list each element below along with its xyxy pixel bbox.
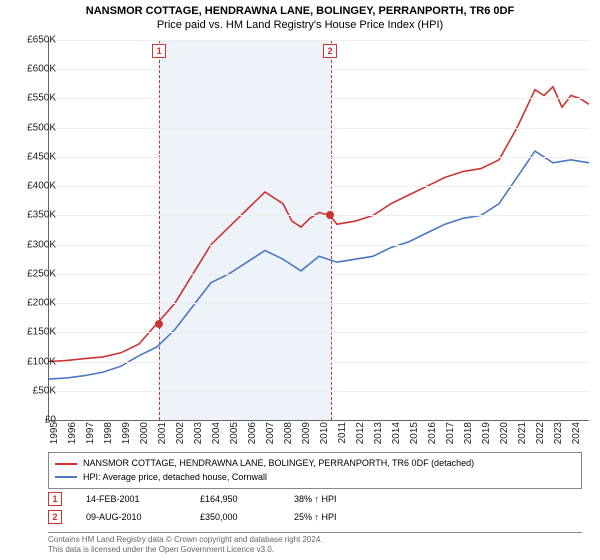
x-tick-label: 2003	[193, 422, 204, 444]
y-tick-label: £300K	[6, 239, 56, 250]
gridline	[49, 98, 589, 99]
x-tick-label: 2019	[481, 422, 492, 444]
x-tick-label: 2024	[571, 422, 582, 444]
gridline	[49, 128, 589, 129]
x-tick-label: 2012	[355, 422, 366, 444]
x-tick-label: 1996	[67, 422, 78, 444]
sale-marker-1: 1	[152, 44, 166, 58]
event-marker: 1	[48, 492, 62, 506]
x-tick-label: 1998	[103, 422, 114, 444]
sale-events: 1 14-FEB-2001 £164,950 38% ↑ HPI 2 09-AUG-201…	[48, 490, 582, 526]
x-tick-label: 2023	[553, 422, 564, 444]
gridline	[49, 362, 589, 363]
line-chart-svg	[49, 40, 589, 420]
x-tick-label: 2020	[499, 422, 510, 444]
x-tick-label: 2006	[247, 422, 258, 444]
x-tick-label: 2008	[283, 422, 294, 444]
x-tick-label: 2004	[211, 422, 222, 444]
y-tick-label: £550K	[6, 93, 56, 104]
y-tick-label: £400K	[6, 181, 56, 192]
footer-attribution: Contains HM Land Registry data © Crown c…	[48, 532, 582, 556]
x-tick-label: 2013	[373, 422, 384, 444]
x-tick-label: 2010	[319, 422, 330, 444]
event-price: £350,000	[200, 512, 270, 522]
legend-item: HPI: Average price, detached house, Corn…	[55, 471, 575, 485]
gridline	[49, 69, 589, 70]
x-tick-label: 2021	[517, 422, 528, 444]
sale-event-row: 1 14-FEB-2001 £164,950 38% ↑ HPI	[48, 490, 582, 508]
x-tick-label: 2009	[301, 422, 312, 444]
x-tick-label: 2005	[229, 422, 240, 444]
footer-line-2: This data is licensed under the Open Gov…	[48, 545, 582, 555]
legend-item: NANSMOR COTTAGE, HENDRAWNA LANE, BOLINGE…	[55, 457, 575, 471]
legend-swatch	[55, 476, 77, 478]
y-tick-label: £250K	[6, 268, 56, 279]
x-tick-label: 2015	[409, 422, 420, 444]
event-date: 09-AUG-2010	[86, 512, 176, 522]
gridline	[49, 157, 589, 158]
y-tick-label: £150K	[6, 327, 56, 338]
gridline	[49, 245, 589, 246]
y-tick-label: £600K	[6, 64, 56, 75]
y-tick-label: £650K	[6, 35, 56, 46]
event-hpi-delta: 25% ↑ HPI	[294, 512, 337, 522]
event-date: 14-FEB-2001	[86, 494, 176, 504]
gridline	[49, 391, 589, 392]
y-tick-label: £450K	[6, 151, 56, 162]
x-tick-label: 2016	[427, 422, 438, 444]
chart-title-1: NANSMOR COTTAGE, HENDRAWNA LANE, BOLINGE…	[0, 4, 600, 18]
event-hpi-delta: 38% ↑ HPI	[294, 494, 337, 504]
legend-label: NANSMOR COTTAGE, HENDRAWNA LANE, BOLINGE…	[83, 457, 474, 471]
x-tick-label: 2007	[265, 422, 276, 444]
footer-line-1: Contains HM Land Registry data © Crown c…	[48, 535, 582, 545]
y-tick-label: £350K	[6, 210, 56, 221]
x-tick-label: 2002	[175, 422, 186, 444]
y-tick-label: £50K	[6, 385, 56, 396]
x-tick-label: 2001	[157, 422, 168, 444]
x-tick-label: 2017	[445, 422, 456, 444]
legend: NANSMOR COTTAGE, HENDRAWNA LANE, BOLINGE…	[48, 452, 582, 489]
event-price: £164,950	[200, 494, 270, 504]
y-tick-label: £0	[6, 415, 56, 426]
x-tick-label: 2000	[139, 422, 150, 444]
legend-label: HPI: Average price, detached house, Corn…	[83, 471, 267, 485]
event-marker: 2	[48, 510, 62, 524]
y-tick-label: £200K	[6, 298, 56, 309]
legend-swatch	[55, 463, 77, 465]
chart-title-2: Price paid vs. HM Land Registry's House …	[0, 18, 600, 32]
gridline	[49, 40, 589, 41]
gridline	[49, 215, 589, 216]
sale-point-1	[155, 320, 163, 328]
x-tick-label: 2022	[535, 422, 546, 444]
x-tick-label: 1997	[85, 422, 96, 444]
x-tick-label: 2011	[337, 422, 348, 444]
gridline	[49, 332, 589, 333]
y-tick-label: £100K	[6, 356, 56, 367]
chart-plot-area: 1995199619971998199920002001200220032004…	[48, 40, 589, 421]
sale-marker-2: 2	[323, 44, 337, 58]
gridline	[49, 274, 589, 275]
y-tick-label: £500K	[6, 122, 56, 133]
x-tick-label: 1999	[121, 422, 132, 444]
x-tick-label: 2014	[391, 422, 402, 444]
x-tick-label: 2018	[463, 422, 474, 444]
gridline	[49, 303, 589, 304]
sale-point-2	[326, 211, 334, 219]
gridline	[49, 186, 589, 187]
sale-event-row: 2 09-AUG-2010 £350,000 25% ↑ HPI	[48, 508, 582, 526]
